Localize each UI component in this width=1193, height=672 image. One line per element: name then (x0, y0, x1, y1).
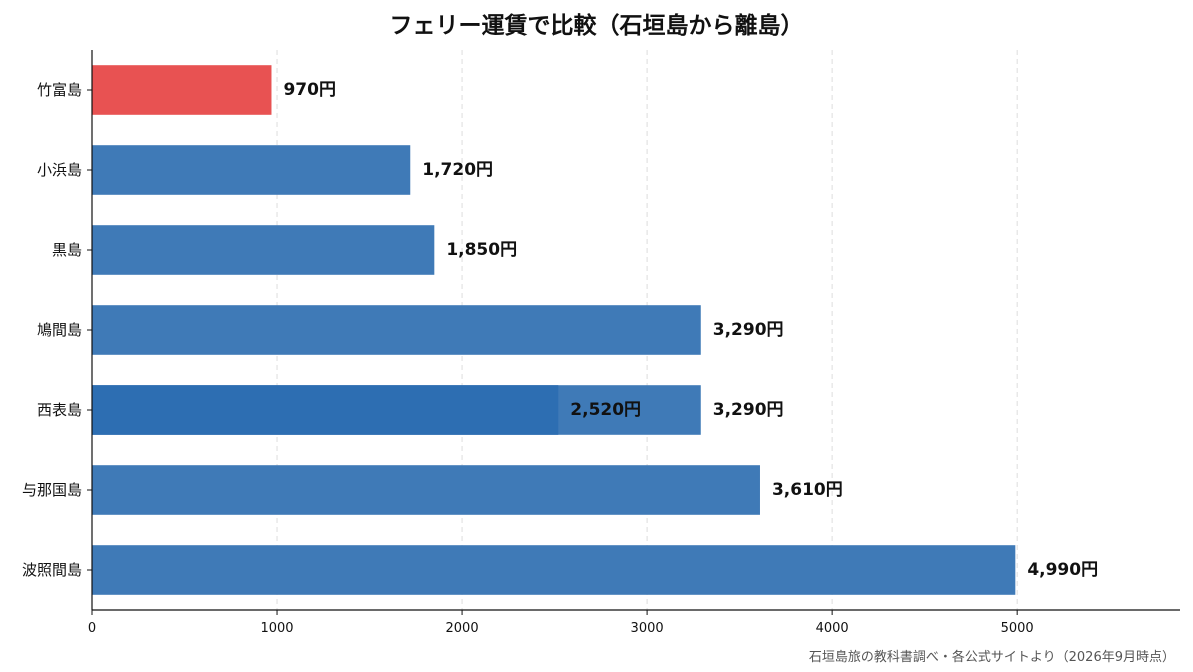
category-label-3: 黒島 (52, 241, 82, 259)
source-note: 石垣島旅の教科書調べ・各公式サイトより（2026年9月時点） (808, 650, 1175, 665)
bar-4 (92, 305, 701, 355)
category-label-6: 与那国島 (22, 481, 82, 499)
bar-2 (92, 145, 411, 195)
bar-3 (92, 225, 435, 275)
chart-title: フェリー運賃で比較（石垣島から離島） (389, 13, 804, 39)
value-label-5: 3,290円 (713, 400, 784, 420)
category-label-7: 波照間島 (22, 561, 82, 579)
value-label-7: 4,990円 (1027, 560, 1098, 580)
bar-6 (92, 465, 760, 515)
bar-7 (92, 545, 1016, 595)
category-label-2: 小浜島 (37, 161, 82, 179)
value-label-1: 970円 (283, 80, 336, 100)
bars (92, 65, 1016, 595)
category-label-1: 竹富島 (37, 81, 82, 99)
x-tick-label: 4000 (816, 621, 849, 636)
bar-1 (92, 65, 272, 115)
overlay-value-label: 2,520円 (570, 400, 641, 420)
x-tick-label: 1000 (260, 621, 293, 636)
x-tick-label: 5000 (1001, 621, 1034, 636)
value-label-2: 1,720円 (422, 160, 493, 180)
value-labels: 970円 1,720円 1,850円 3,290円 2,520円 3,290円 3,610円… (283, 80, 1098, 580)
category-label-4: 鳩間島 (37, 321, 82, 339)
x-tick-label: 2000 (446, 621, 479, 636)
category-label-5: 西表島 (37, 401, 82, 419)
x-tick-label: 0 (88, 621, 96, 636)
x-tick-label: 3000 (631, 621, 664, 636)
value-label-4: 3,290円 (713, 320, 784, 340)
value-label-6: 3,610円 (772, 480, 843, 500)
value-label-3: 1,850円 (446, 240, 517, 260)
overlay-bar (92, 385, 559, 435)
